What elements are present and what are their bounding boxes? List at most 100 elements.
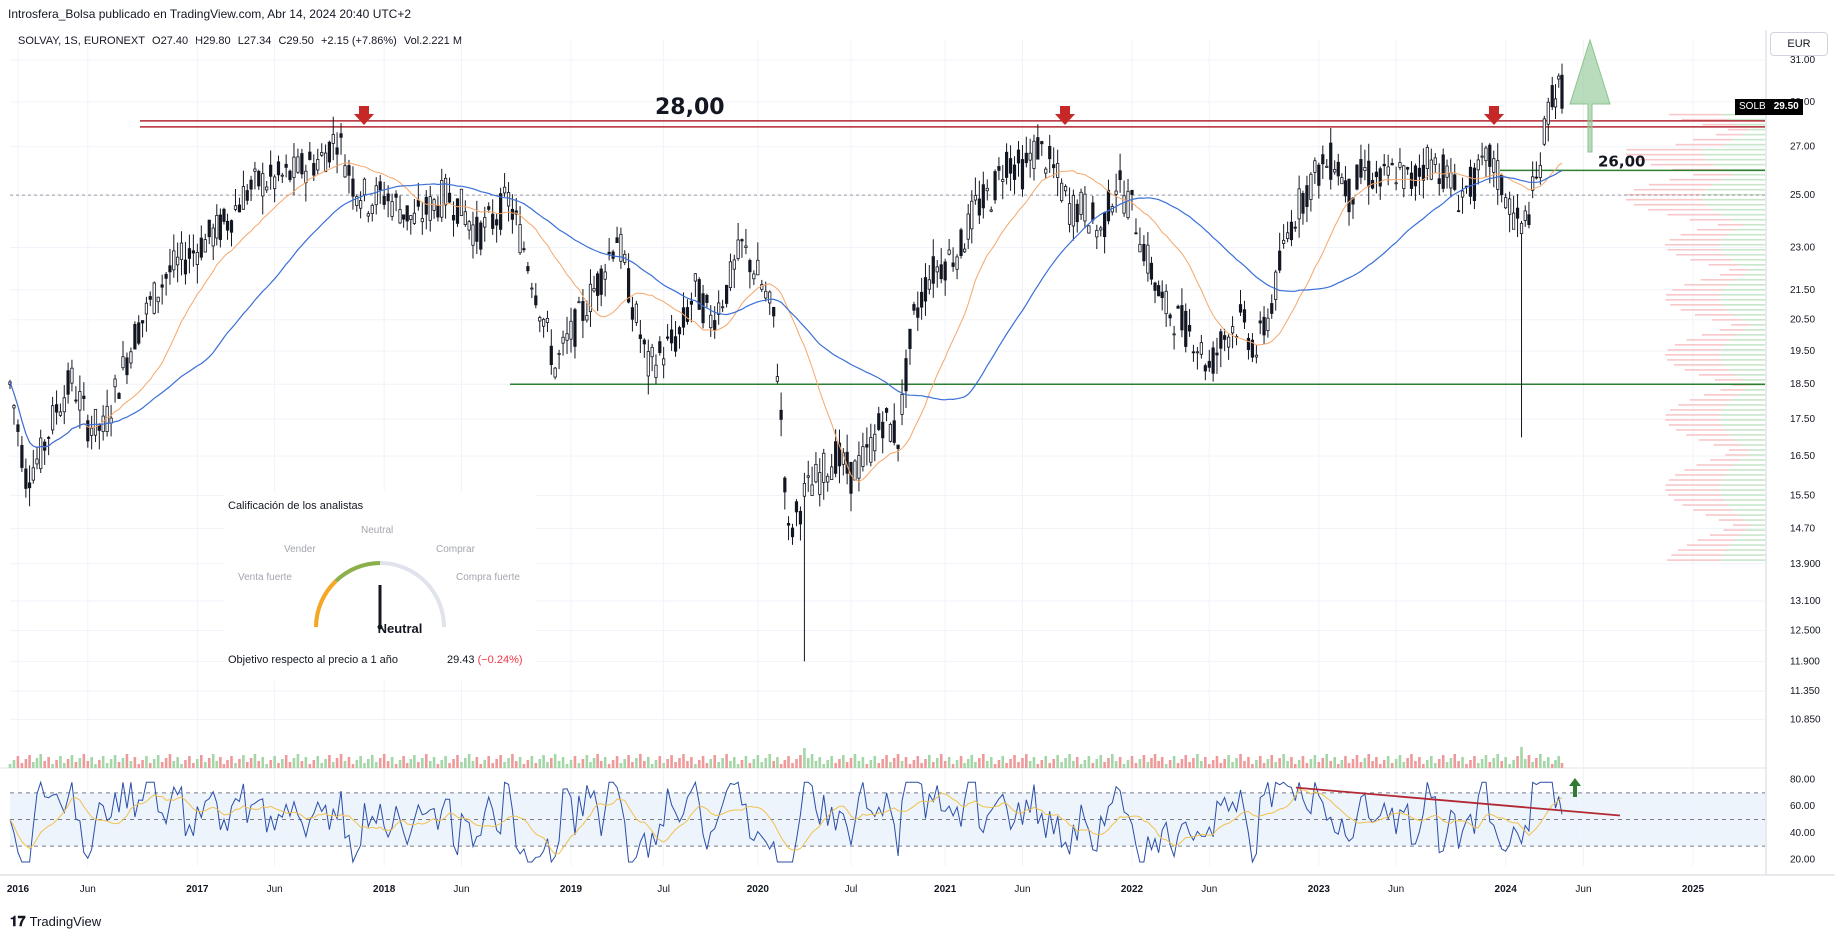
candle-body xyxy=(1508,198,1512,215)
candle-body xyxy=(343,165,347,178)
candle-body xyxy=(405,205,409,222)
volume-bar xyxy=(1231,762,1234,768)
candle-body xyxy=(82,395,86,399)
candle-body xyxy=(1172,333,1176,336)
candle-body xyxy=(985,187,989,192)
annotation-markers xyxy=(354,38,1611,797)
candle-body xyxy=(1012,164,1017,180)
candle-body xyxy=(1199,342,1203,355)
candle-body xyxy=(207,219,211,238)
volume-profile-bar-green xyxy=(1725,404,1765,406)
volume-bar xyxy=(113,755,117,768)
candle-body xyxy=(1523,210,1527,221)
volume-profile-bar-red xyxy=(1702,123,1737,126)
candle-body xyxy=(553,367,557,378)
volume-profile-bar-red xyxy=(1668,113,1722,116)
candle-body xyxy=(1270,303,1274,314)
candle-body xyxy=(1004,151,1009,178)
candle-body xyxy=(1130,189,1134,195)
candle-body xyxy=(78,391,82,411)
candle-body xyxy=(1460,190,1465,198)
candle-body xyxy=(409,215,413,220)
volume-bar xyxy=(1247,757,1250,768)
candle-body xyxy=(191,250,195,254)
candle-body xyxy=(323,152,328,173)
volume-bar xyxy=(581,759,585,768)
tradingview-brand[interactable]: 𝟏𝟕 TradingView xyxy=(10,913,101,930)
candle-body xyxy=(603,271,607,280)
volume-bar xyxy=(845,762,849,768)
volume-bar xyxy=(145,756,148,768)
currency-selector[interactable]: EUR xyxy=(1770,32,1828,56)
volume-profile-bar-red xyxy=(1665,489,1721,491)
volume-bar xyxy=(1134,763,1138,768)
volume-bar xyxy=(452,759,455,768)
symbol-name[interactable]: SOLVAY, 1S, EURONEXT xyxy=(18,35,145,47)
volume-profile-bar-red xyxy=(1709,534,1741,536)
volume-bar xyxy=(467,754,471,768)
volume-bar xyxy=(200,755,203,768)
volume-profile-bar-red xyxy=(1704,394,1738,396)
volume-bar xyxy=(1535,758,1538,768)
volume-bar xyxy=(1160,757,1164,768)
candle-body xyxy=(717,302,721,315)
candle-body xyxy=(920,291,924,308)
volume-bar xyxy=(109,759,113,768)
volume-bar xyxy=(1153,754,1157,768)
volume-bar xyxy=(82,754,86,768)
candle-body xyxy=(1266,317,1270,331)
candle-body xyxy=(144,302,149,315)
volume-profile-bar-red xyxy=(1633,188,1706,191)
candle-body xyxy=(402,214,406,220)
analyst-rating-title: Calificación de los analistas xyxy=(228,500,364,512)
rsi-band-fill xyxy=(10,792,1765,847)
volume-profile-bar-red xyxy=(1684,469,1729,471)
volume-bar xyxy=(125,754,129,768)
volume-bar xyxy=(690,757,693,768)
volume-profile-bar-red xyxy=(1670,304,1723,306)
volume-bar xyxy=(814,761,818,768)
volume-profile-bar-green xyxy=(1736,334,1765,336)
volume-bar xyxy=(646,757,650,768)
volume-bar xyxy=(1426,760,1429,768)
volume-bar xyxy=(101,756,105,768)
candle-body xyxy=(1168,314,1172,319)
volume-profile-bar-red xyxy=(1674,499,1725,501)
volume-profile-bar-red xyxy=(1676,253,1726,256)
volume-profile-bar-red xyxy=(1694,314,1734,316)
candle-body xyxy=(518,224,522,254)
price-tick-label: 25.00 xyxy=(1790,190,1815,201)
volume-profile-bar-red xyxy=(1686,544,1730,546)
volume-profile-bar-red xyxy=(1698,439,1736,441)
volume-bar xyxy=(203,762,207,768)
candle-body xyxy=(195,252,199,265)
volume-bar xyxy=(1068,754,1071,768)
candle-body xyxy=(300,153,304,175)
candle-body xyxy=(814,464,818,483)
candle-body xyxy=(320,152,324,156)
candle-body xyxy=(1538,165,1542,178)
candle-body xyxy=(1289,221,1294,241)
volume-bar xyxy=(1282,754,1285,768)
candle-body xyxy=(989,209,993,212)
candle-body xyxy=(581,301,585,321)
volume-bar xyxy=(359,756,362,768)
volume-profile-bar-green xyxy=(1742,379,1765,381)
candle-body xyxy=(327,141,332,163)
volume-bar xyxy=(1351,759,1355,768)
candle-body xyxy=(959,229,963,256)
candle-body xyxy=(284,163,288,168)
volume-bar xyxy=(916,756,920,768)
volume-profile-bar-red xyxy=(1692,138,1733,141)
volume-bar xyxy=(826,760,829,768)
volume-bar xyxy=(803,748,806,768)
volume-bar xyxy=(1531,762,1534,768)
volume-bar xyxy=(148,763,152,768)
candle-body xyxy=(713,320,717,330)
candle-body xyxy=(447,192,452,203)
volume-profile-bar-green xyxy=(1726,309,1765,311)
volume-bar xyxy=(849,758,853,768)
volume-bar xyxy=(1048,763,1052,768)
candle-body xyxy=(611,251,615,259)
